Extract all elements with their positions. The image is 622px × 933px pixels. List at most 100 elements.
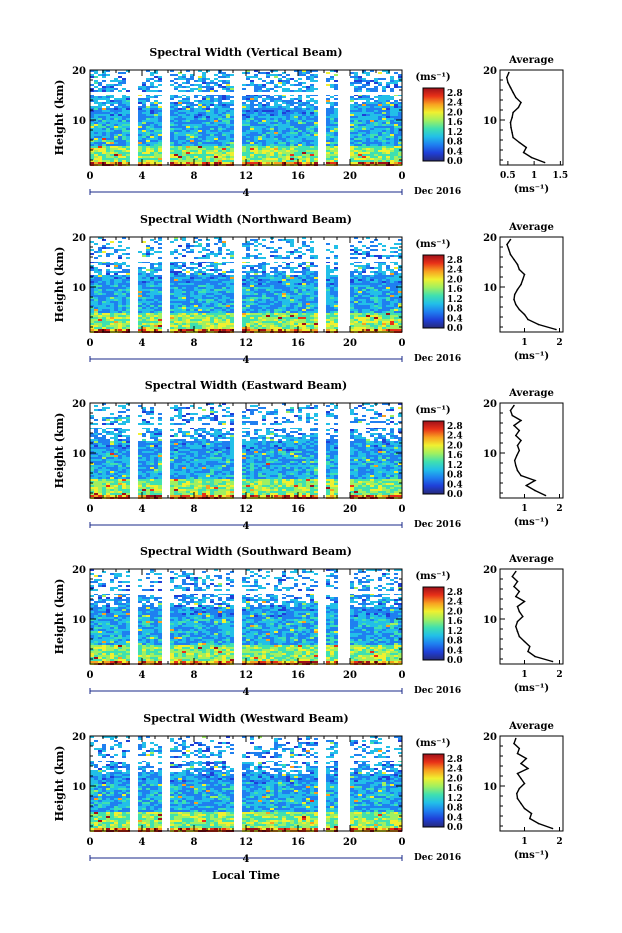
profile-point: [507, 82, 509, 84]
profile-point: [520, 475, 522, 477]
profile-point: [520, 284, 522, 286]
colorbar-tick-label: 1.2: [447, 295, 463, 305]
panel-2: Spectral Width (Northward Beam)2010Heigh…: [53, 213, 563, 366]
colorbar: (ms⁻¹)2.82.42.01.61.20.80.40.0: [415, 72, 462, 167]
colorbar-tick-label: 2.8: [447, 755, 463, 765]
profile-point: [519, 309, 521, 311]
profile-point: [520, 803, 522, 805]
data-gap-band: [90, 425, 402, 428]
panel-title: Spectral Width (Vertical Beam): [149, 46, 342, 59]
y-tick-label: 10: [72, 116, 86, 127]
profile-point: [527, 651, 529, 653]
x-tick-label: 12: [239, 837, 253, 848]
profile-point: [531, 813, 533, 815]
x-tick-label: 0: [87, 504, 94, 515]
y-tick-label: 20: [72, 565, 86, 576]
profile-point: [513, 743, 515, 745]
colorbar-tick-label: 0.8: [447, 138, 463, 148]
y-tick-label: 10: [72, 782, 86, 793]
profile-point: [517, 264, 519, 266]
profile-point: [506, 244, 508, 246]
colorbar-tick-label: 2.8: [447, 422, 463, 432]
profile-point: [516, 455, 518, 457]
profile-point: [506, 77, 508, 79]
profile-point: [517, 753, 519, 755]
colorbar-tick-label: 2.4: [447, 99, 463, 109]
x-tick-label: 4: [139, 338, 146, 349]
profile-point: [512, 137, 514, 139]
profile-point: [513, 405, 515, 407]
x-tick-label: 0: [399, 171, 406, 182]
profile-point: [513, 259, 515, 261]
day-marker-label: 4: [243, 687, 250, 698]
profile-point: [519, 611, 521, 613]
profile-point: [520, 102, 522, 104]
profile-point: [513, 425, 515, 427]
profile-point: [515, 97, 517, 99]
y-tick-label: 20: [72, 732, 86, 743]
profile-point: [517, 773, 519, 775]
profile-point: [534, 480, 536, 482]
colorbar-tick-label: 2.4: [447, 432, 463, 442]
profile-point: [515, 596, 517, 598]
day-marker-label: 4: [243, 854, 250, 865]
profile-x-tick-label: 1: [531, 171, 537, 181]
profile-x-tick-label: 1.5: [553, 171, 569, 181]
profile-point: [512, 576, 514, 578]
profile-point: [511, 117, 513, 119]
colorbar-gradient: [423, 255, 444, 328]
profile-point: [519, 748, 521, 750]
x-tick-label: 16: [291, 171, 305, 182]
x-tick-label: 4: [139, 837, 146, 848]
profile-point: [515, 738, 517, 740]
date-label: Dec 2016: [414, 354, 461, 364]
colorbar-tick-label: 2.0: [447, 607, 463, 617]
colorbar-tick-label: 0.8: [447, 471, 463, 481]
x-tick-label: 16: [291, 837, 305, 848]
colorbar-gradient: [423, 88, 444, 161]
profile-point: [510, 239, 512, 241]
colorbar-tick-label: 2.4: [447, 598, 463, 608]
colorbar-tick-label: 0.0: [447, 157, 463, 167]
profile-unit-label: (ms⁻¹): [514, 850, 549, 861]
x-tick-label: 12: [239, 338, 253, 349]
colorbar-tick-label: 0.0: [447, 324, 463, 334]
panel-title: Spectral Width (Southward Beam): [140, 545, 352, 558]
y-axis-label: Height (km): [53, 579, 66, 655]
y-axis-label: Height (km): [53, 80, 66, 156]
day-marker-label: 4: [243, 521, 250, 532]
colorbar-tick-label: 2.8: [447, 89, 463, 99]
profile-point: [517, 445, 519, 447]
date-label: Dec 2016: [414, 686, 461, 696]
profile-point: [515, 304, 517, 306]
profile-point: [512, 112, 514, 114]
colorbar-tick-label: 2.8: [447, 256, 463, 266]
y-axis-label: Height (km): [53, 247, 66, 323]
x-axis-label: Local Time: [212, 869, 280, 882]
profile-point: [552, 828, 554, 830]
x-tick-label: 12: [239, 504, 253, 515]
y-tick-label: 10: [72, 283, 86, 294]
colorbar-tick-label: 1.6: [447, 285, 463, 295]
x-tick-label: 4: [139, 504, 146, 515]
panel-1: Spectral Width (Vertical Beam)2010Height…: [53, 46, 568, 199]
x-tick-label: 0: [399, 670, 406, 681]
profile-point: [529, 646, 531, 648]
profile-x-tick-label: 2: [556, 670, 562, 680]
x-tick-label: 4: [139, 171, 146, 182]
x-tick-label: 20: [343, 504, 357, 515]
colorbar-unit-label: (ms⁻¹): [415, 72, 450, 83]
colorbar: (ms⁻¹)2.82.42.01.61.20.80.40.0: [415, 405, 462, 500]
profile-unit-label: (ms⁻¹): [514, 184, 549, 195]
profile-point: [524, 783, 526, 785]
day-marker-label: 4: [243, 188, 250, 199]
colorbar-tick-label: 0.4: [447, 646, 463, 656]
profile-point: [527, 768, 529, 770]
profile-line: [512, 572, 552, 662]
profile-point: [508, 72, 510, 74]
colorbar-tick-label: 0.4: [447, 480, 463, 490]
profile-y-tick-label: 10: [483, 449, 497, 460]
